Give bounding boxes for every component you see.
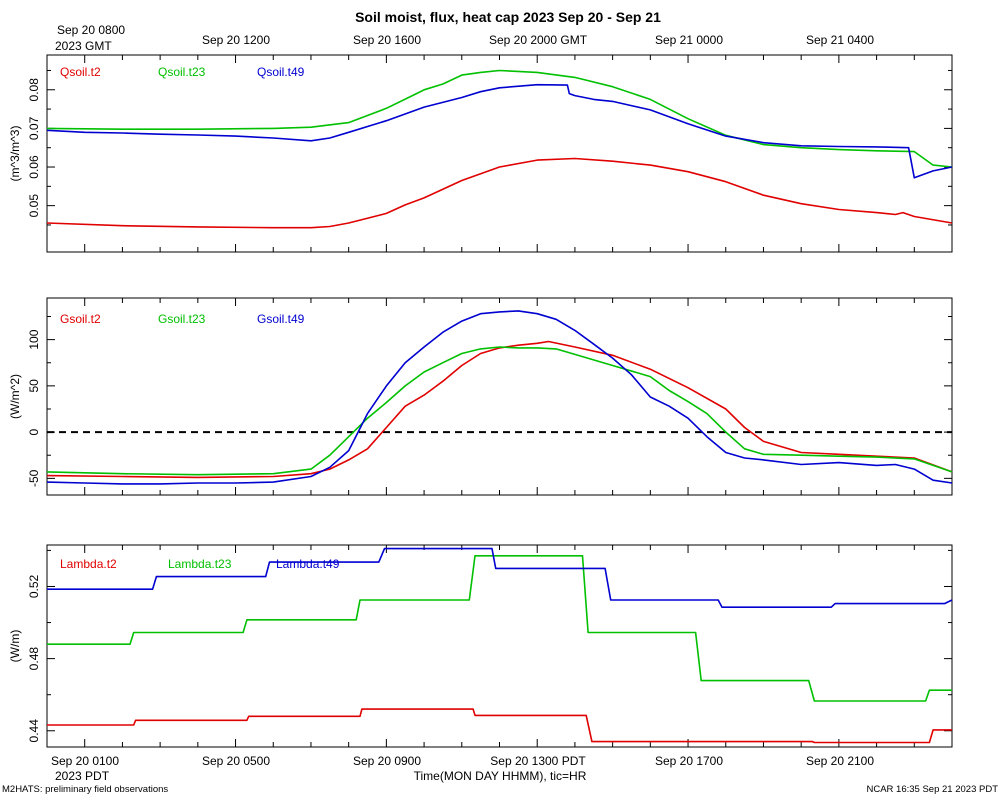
footer-right-note: NCAR 16:35 Sep 21 2023 PDT xyxy=(867,784,999,795)
panels: 0.05 0.06 0.07 0.08 (m^3/m^3) Qsoil.t2 Qsoil.t… xyxy=(8,54,953,748)
series-line-gsoil-t49 xyxy=(46,310,953,485)
series-line-qsoil-t2 xyxy=(46,157,953,229)
bottom-time-label: Sep 20 1700 xyxy=(655,754,723,768)
bottom-time-label: Sep 20 0900 xyxy=(353,754,421,768)
top-time-label: Sep 20 1200 xyxy=(202,33,270,47)
y-tick-label: -50 xyxy=(27,469,41,487)
legend-entry: Gsoil.t23 xyxy=(158,312,206,326)
x-axis-label: Time(MON DAY HHMM), tic=HR xyxy=(414,769,587,783)
footer-left-note: M2HATS: preliminary field observations xyxy=(2,784,168,795)
series-line-gsoil-t23 xyxy=(46,346,953,476)
y-axis-label: (W/m) xyxy=(8,630,22,663)
top-time-label: Sep 20 0800 xyxy=(57,23,125,37)
legend-entry: Lambda.t23 xyxy=(168,557,232,571)
y-tick-label: 100 xyxy=(27,329,41,349)
bottom-time-axis-labels: Sep 20 0100 Sep 20 0500 Sep 20 0900 Sep 20 … xyxy=(51,754,874,768)
plot-frame xyxy=(46,544,953,748)
bottom-time-label: Sep 20 0100 xyxy=(51,754,119,768)
bottom-time-label: Sep 20 1300 PDT xyxy=(490,754,586,768)
y-axis-label: (m^3/m^3) xyxy=(8,126,22,182)
bottom-time-label: Sep 20 2100 xyxy=(806,754,874,768)
top-year-label: 2023 GMT xyxy=(55,39,112,53)
y-tick-label: 0.06 xyxy=(27,155,41,179)
panel-3: 0.44 0.48 0.52 (W/m) Lambda.t2 Lambda.t23 Lamb… xyxy=(8,544,953,748)
y-tick-label: 0.08 xyxy=(27,78,41,102)
bottom-year-label: 2023 PDT xyxy=(55,769,110,783)
plot-frame xyxy=(46,54,953,253)
top-time-axis-labels: Sep 20 0800 Sep 20 1200 Sep 20 1600 Sep 20 … xyxy=(57,23,874,47)
legend-entry: Qsoil.t49 xyxy=(257,65,305,79)
legend-entry: Lambda.t49 xyxy=(276,557,340,571)
y-axis-label: (W/m^2) xyxy=(8,374,22,419)
y-tick-label: 0.07 xyxy=(27,116,41,140)
panel-2: -50 0 50 100 (W/m^2) Gsoil.t2 Gsoil.t23 Gsoil.t… xyxy=(8,297,953,496)
series-line-lambda-t49 xyxy=(47,547,953,609)
series-line-qsoil-t23 xyxy=(46,69,953,168)
top-time-label: Sep 20 2000 GMT xyxy=(489,33,588,47)
bottom-time-label: Sep 20 0500 xyxy=(202,754,270,768)
y-tick-label: 0.52 xyxy=(27,574,41,598)
legend-entry: Gsoil.t2 xyxy=(60,312,101,326)
y-tick-label: 0.44 xyxy=(27,719,41,743)
y-tick-label: 0.48 xyxy=(27,647,41,671)
top-time-label: Sep 20 1600 xyxy=(353,33,421,47)
chart-title: Soil moist, flux, heat cap 2023 Sep 20 -… xyxy=(355,9,661,25)
legend-entry: Gsoil.t49 xyxy=(257,312,305,326)
y-tick-label: 0 xyxy=(27,428,41,435)
legend-entry: Lambda.t2 xyxy=(60,557,117,571)
y-tick-label: 0.05 xyxy=(27,194,41,218)
legend-entry: Qsoil.t23 xyxy=(158,65,206,79)
plot-frame xyxy=(46,297,953,496)
top-time-label: Sep 21 0000 xyxy=(655,33,723,47)
series-line-gsoil-t2 xyxy=(46,340,953,479)
series-line-lambda-t23 xyxy=(47,554,952,702)
series-line-lambda-t2 xyxy=(47,708,952,744)
top-time-label: Sep 21 0400 xyxy=(806,33,874,47)
legend-entry: Qsoil.t2 xyxy=(60,65,101,79)
series-line-qsoil-t49 xyxy=(46,83,953,179)
panel-1: 0.05 0.06 0.07 0.08 (m^3/m^3) Qsoil.t2 Qsoil.t… xyxy=(8,54,953,253)
y-tick-label: 50 xyxy=(27,379,41,393)
